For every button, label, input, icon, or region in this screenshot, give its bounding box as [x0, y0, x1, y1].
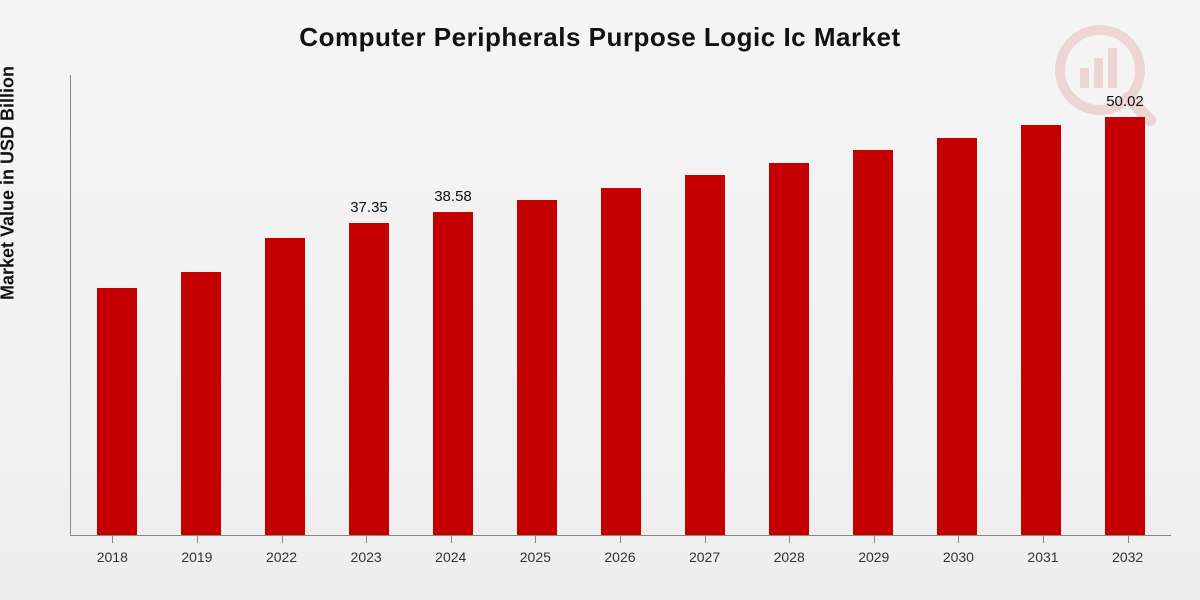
x-tick-label: 2019 [181, 549, 212, 565]
x-tick-mark [789, 535, 790, 543]
bar-slot [495, 75, 579, 535]
bar-value-label: 38.58 [434, 188, 472, 206]
bar [349, 223, 389, 535]
chart-container: Computer Peripherals Purpose Logic Ic Ma… [0, 0, 1200, 600]
x-tick-mark [282, 535, 283, 543]
bar [517, 200, 557, 535]
x-tick: 2032 [1085, 535, 1170, 575]
x-tick-label: 2026 [604, 549, 635, 565]
bar-slot: 50.02 [1083, 75, 1167, 535]
x-tick: 2029 [831, 535, 916, 575]
x-tick: 2024 [408, 535, 493, 575]
y-axis-label: Market Value in USD Billion [0, 66, 19, 300]
bar-value-label: 50.02 [1106, 93, 1144, 111]
x-tick-mark [1128, 535, 1129, 543]
x-tick: 2019 [155, 535, 240, 575]
x-tick-label: 2023 [351, 549, 382, 565]
bar [853, 150, 893, 535]
bar-slot [747, 75, 831, 535]
x-tick: 2031 [1001, 535, 1086, 575]
chart-title: Computer Peripherals Purpose Logic Ic Ma… [0, 22, 1200, 53]
bar-slot [243, 75, 327, 535]
bar [97, 288, 137, 535]
x-tick-label: 2027 [689, 549, 720, 565]
bar-slot: 38.58 [411, 75, 495, 535]
bar [1021, 125, 1061, 535]
bar-slot [663, 75, 747, 535]
bar [265, 238, 305, 535]
x-tick-mark [197, 535, 198, 543]
x-tick-label: 2022 [266, 549, 297, 565]
plot-area: 37.35 38.58 50.02 [70, 75, 1171, 536]
x-tick-mark [705, 535, 706, 543]
x-tick-label: 2018 [97, 549, 128, 565]
x-tick-mark [1043, 535, 1044, 543]
x-tick: 2028 [747, 535, 832, 575]
bar [1105, 117, 1145, 535]
x-tick-mark [535, 535, 536, 543]
x-tick-mark [620, 535, 621, 543]
bar-slot: 37.35 [327, 75, 411, 535]
bar-slot [159, 75, 243, 535]
bar-slot [915, 75, 999, 535]
bar-slot [579, 75, 663, 535]
x-tick-label: 2031 [1027, 549, 1058, 565]
bar-slot [999, 75, 1083, 535]
x-tick-label: 2028 [774, 549, 805, 565]
bar [685, 175, 725, 535]
x-tick-label: 2032 [1112, 549, 1143, 565]
x-tick-mark [451, 535, 452, 543]
x-tick-mark [958, 535, 959, 543]
x-tick-label: 2030 [943, 549, 974, 565]
x-tick: 2018 [70, 535, 155, 575]
x-tick-label: 2029 [858, 549, 889, 565]
x-tick: 2023 [324, 535, 409, 575]
x-tick: 2030 [916, 535, 1001, 575]
x-tick-label: 2025 [520, 549, 551, 565]
x-tick: 2025 [493, 535, 578, 575]
x-tick: 2026 [578, 535, 663, 575]
x-axis: 2018 2019 2022 2023 2024 2025 2026 2027 2028 2029… [70, 535, 1170, 575]
bar [433, 212, 473, 535]
bar [769, 163, 809, 535]
x-tick: 2022 [239, 535, 324, 575]
bar-value-label: 37.35 [350, 199, 388, 217]
x-tick-mark [112, 535, 113, 543]
x-tick-label: 2024 [435, 549, 466, 565]
x-tick-mark [366, 535, 367, 543]
bar-slot [831, 75, 915, 535]
bar [601, 188, 641, 535]
bar [181, 272, 221, 535]
x-tick-mark [874, 535, 875, 543]
bar-slot [75, 75, 159, 535]
bar [937, 138, 977, 535]
x-tick: 2027 [662, 535, 747, 575]
bars-group: 37.35 38.58 50.02 [71, 75, 1171, 535]
